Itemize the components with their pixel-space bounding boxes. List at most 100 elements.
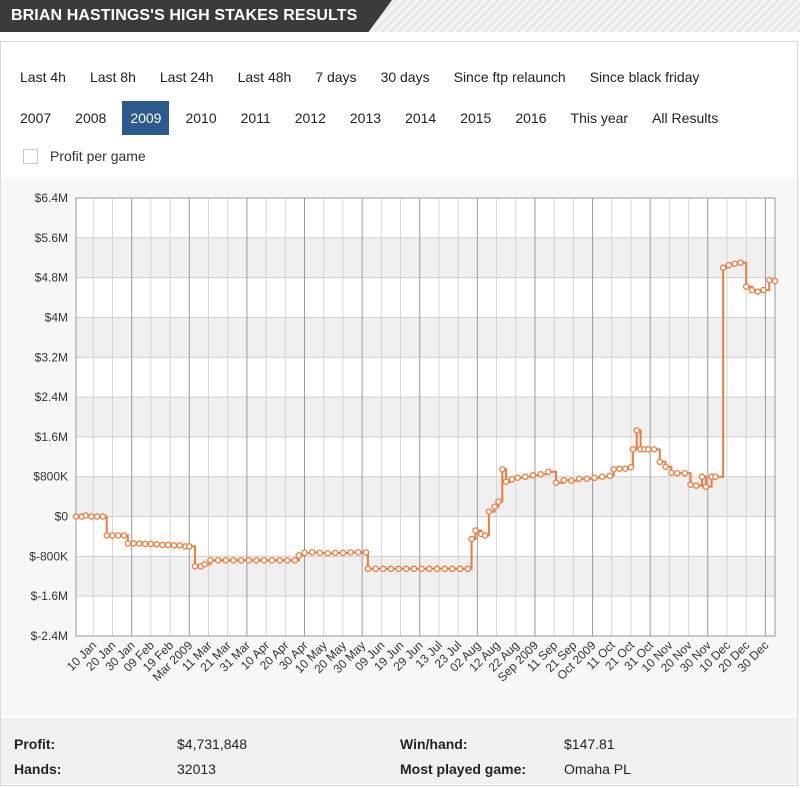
filter-30-days[interactable]: 30 days — [380, 69, 430, 85]
data-point — [441, 565, 448, 573]
filter-last-24h[interactable]: Last 24h — [159, 69, 214, 85]
y-tick-label: $1.6M — [35, 430, 68, 444]
data-point — [222, 557, 230, 564]
hands-value: 32013 — [177, 761, 216, 777]
data-point — [673, 469, 681, 477]
data-point — [276, 557, 283, 564]
data-point — [201, 561, 208, 568]
win-per-hand-label: Win/hand: — [400, 736, 468, 752]
data-point — [260, 557, 268, 564]
data-point — [621, 465, 629, 473]
data-point — [606, 472, 614, 479]
profit-per-game-toggle[interactable]: Profit per game — [23, 146, 146, 166]
data-point — [164, 541, 172, 549]
data-point — [186, 543, 193, 550]
data-point — [656, 458, 664, 466]
data-point — [737, 259, 744, 266]
data-point — [662, 463, 669, 471]
filter-last-4h[interactable]: Last 4h — [20, 69, 66, 85]
data-point — [583, 475, 591, 482]
filter-all-results[interactable]: All Results — [652, 110, 719, 126]
data-point — [82, 512, 89, 519]
data-point — [372, 565, 379, 573]
data-point — [387, 565, 395, 573]
data-point — [159, 541, 166, 549]
y-tick-label: $-1.6M — [31, 589, 68, 603]
data-point — [418, 565, 425, 573]
data-point — [491, 503, 498, 510]
filter-2011[interactable]: 2011 — [240, 110, 271, 126]
filter-2010[interactable]: 2010 — [185, 110, 217, 126]
data-point — [364, 565, 372, 573]
data-point — [362, 549, 370, 556]
data-point — [324, 550, 331, 557]
data-point — [610, 466, 617, 473]
data-point — [449, 565, 456, 573]
filter-since-black-friday[interactable]: Since black friday — [589, 69, 700, 85]
data-point — [316, 549, 324, 557]
filter-this-year[interactable]: This year — [570, 110, 629, 126]
data-point — [291, 557, 299, 564]
data-point — [650, 446, 658, 453]
filter-2007[interactable]: 2007 — [20, 110, 52, 126]
data-point — [552, 479, 560, 486]
data-point — [253, 557, 260, 564]
filter-2014[interactable]: 2014 — [405, 110, 437, 126]
data-point — [591, 474, 598, 481]
profit-per-game-label: Profit per game — [50, 148, 146, 164]
data-point — [629, 446, 637, 453]
filter-2016[interactable]: 2016 — [515, 110, 547, 126]
data-point — [771, 277, 779, 285]
data-point — [765, 276, 773, 284]
filter-2012[interactable]: 2012 — [294, 110, 326, 126]
y-tick-label: $4.8M — [35, 271, 68, 285]
data-point — [464, 565, 471, 573]
data-point — [72, 513, 80, 520]
filter-2013[interactable]: 2013 — [349, 110, 382, 126]
data-point — [748, 286, 756, 294]
data-point — [301, 549, 308, 557]
data-point — [485, 508, 493, 515]
plot-border — [75, 197, 776, 637]
y-tick-label: $5.6M — [35, 231, 68, 245]
data-point — [687, 481, 694, 488]
profit-per-game-checkbox[interactable] — [23, 148, 38, 164]
year-filters: 2007 2008 2009 2010 2011 2012 2013 2014 2015 2016… — [12, 101, 734, 135]
data-point — [456, 565, 464, 573]
filter-2015[interactable]: 2015 — [460, 110, 492, 126]
filter-last-8h[interactable]: Last 8h — [89, 69, 136, 85]
data-point — [130, 540, 137, 547]
header-bar: BRIAN HASTINGS'S HIGH STAKES RESULTS — [0, 0, 800, 32]
data-point — [627, 464, 635, 471]
profit-chart: $6.4M $5.6M $4.8M $4M $3.2M $2.4M $1.6M $800K $0… — [29, 191, 779, 684]
filter-2008[interactable]: 2008 — [75, 110, 107, 126]
hands-label: Hands: — [14, 761, 62, 777]
data-point — [481, 532, 489, 539]
plot-band — [76, 476, 775, 517]
most-played-value: Omaha PL — [564, 761, 631, 777]
data-point — [176, 542, 183, 549]
data-point — [141, 540, 149, 548]
filter-7-days[interactable]: 7 days — [315, 69, 357, 85]
data-point — [214, 557, 222, 564]
data-point — [99, 513, 107, 520]
filter-last-48h[interactable]: Last 48h — [237, 69, 292, 85]
data-point — [295, 552, 303, 559]
data-point — [693, 482, 700, 489]
data-point — [537, 470, 544, 478]
data-point — [502, 478, 510, 485]
data-point — [395, 565, 402, 573]
plot-band — [76, 317, 775, 358]
data-point — [499, 466, 506, 473]
filter-since-ftp-relaunch[interactable]: Since ftp relaunch — [453, 69, 566, 85]
y-tick-label: $6.4M — [35, 191, 68, 205]
data-point — [380, 565, 387, 573]
most-played-label: Most played game: — [400, 761, 527, 777]
data-point — [529, 471, 537, 479]
data-point — [645, 446, 652, 453]
y-tick-label: $800K — [33, 470, 68, 484]
data-point — [514, 474, 521, 481]
data-point — [598, 473, 606, 480]
filter-2009[interactable]: 2009 — [122, 101, 170, 135]
data-point — [153, 541, 160, 548]
